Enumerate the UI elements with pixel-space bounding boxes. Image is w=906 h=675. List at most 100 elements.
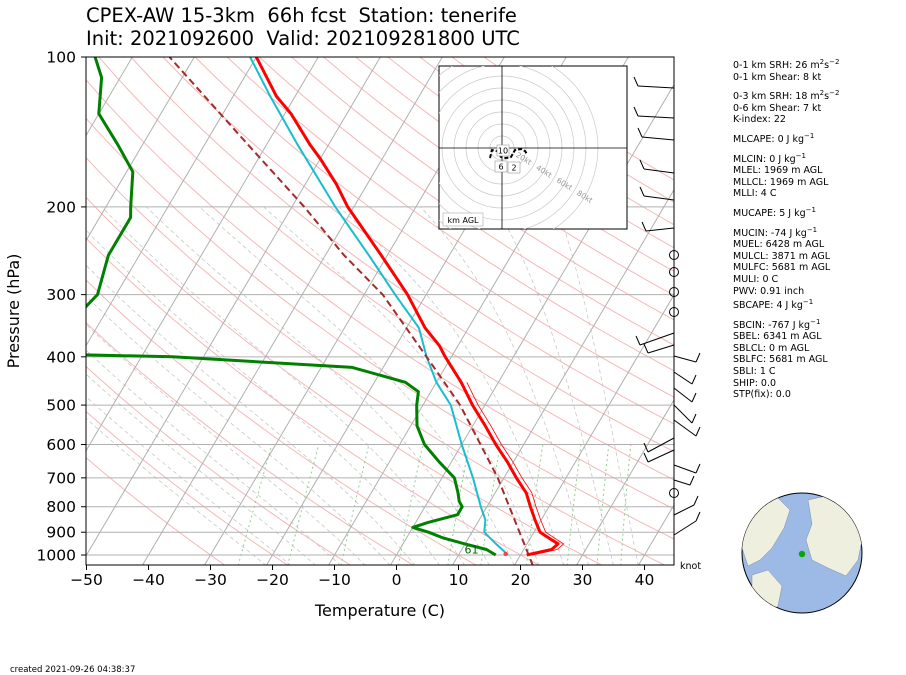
wind-barb-flag [691,413,697,424]
wind-barb [673,355,697,363]
wind-barb [673,404,693,424]
wind-barb [673,504,695,516]
param-sup1: −1 [802,298,814,307]
param-sup1: −1 [805,205,816,214]
x-tick-label: −30 [194,571,227,589]
param-lead: 0-3 km SRH: 18 m [733,91,820,103]
wind-barb-flag [643,343,649,354]
mixing-ratio-line [620,444,632,565]
param-line: MLCAPE: 0 J kg−1 [733,131,839,146]
dry-adiabat-line [86,456,226,565]
param-line: SBLI: 1 C [733,366,839,378]
dry-adiabat-line [86,117,674,540]
isotherm-line [452,188,674,565]
wind-barb-flag [633,106,639,117]
y-tick-label: 200 [46,198,76,216]
param-line: MUEL: 6428 m AGL [733,239,839,251]
dewpoint-line [86,57,497,557]
moist-adiabat-line [338,206,565,565]
y-tick-label: 1000 [37,547,76,565]
param-line: SHIP: 0.0 [733,378,839,390]
param-text: MULFC: 5681 m AGL [733,262,831,274]
wind-barb-flag [691,392,697,403]
param-line: 0-1 km Shear: 8 kt [733,72,839,84]
hodograph-height-label: 10 [498,147,508,156]
y-tick-label: 900 [46,524,76,542]
mixing-ratio-line [397,444,424,565]
param-line: MULCL: 3871 m AGL [733,251,839,263]
wind-barb-flag [691,374,697,385]
param-text: MULI: 0 C [733,273,779,285]
param-lead: MLCAPE: 0 J kg [733,133,804,145]
x-tick-label: −20 [256,571,289,589]
wind-barb [647,437,675,453]
param-line: PWV: 0.91 inch [733,286,839,298]
param-line: SBLCL: 0 m AGL [733,343,839,355]
chart-subtitle: Init: 2021092600 Valid: 202109281800 UTC [86,27,520,50]
wind-barb [673,520,697,536]
isotherm-line [142,57,443,565]
moist-adiabat-line [495,206,614,565]
mixing-ratio-line [237,444,273,565]
isotherm-line [514,293,674,565]
param-line: STP(fix): 0.0 [733,389,839,401]
hodograph-legend-box [442,212,484,227]
param-lead: SBCAPE: 4 J kg [733,300,803,312]
param-mid: s [824,60,830,71]
param-line: MULI: 0 C [733,274,839,286]
wind-barb [645,227,675,232]
param-text: MLLCL: 1969 m AGL [733,176,829,188]
x-tick-label: −50 [70,571,103,589]
param-line: SBCAPE: 4 J kg−1 [733,297,839,312]
hodograph-legend: km AGL [448,216,480,225]
x-tick-label: −40 [132,571,165,589]
param-sup1: 2 [819,58,825,66]
param-line: MUCAPE: 5 J kg−1 [733,205,839,220]
param-sup1: −1 [795,151,806,160]
chart-title: CPEX-AW 15-3km 66h fcst Station: tenerif… [86,4,517,27]
param-text: MUEL: 6428 m AGL [733,239,825,251]
wind-barb [673,387,693,403]
moist-adiabat-line [86,229,440,565]
param-text: MLEL: 1969 m AGL [733,165,823,177]
param-sup2: −2 [829,58,840,66]
isotherm-line [390,83,674,565]
wind-barb-flag [635,335,641,346]
param-sup1: −1 [804,131,815,140]
y-tick-label: 800 [46,498,76,516]
hodograph-frame [438,65,628,230]
hodograph-height-label: 2 [511,164,516,173]
param-text: SHIP: 0.0 [733,377,777,389]
wind-barb [673,464,697,474]
isotherm-line [86,57,257,347]
mixing-ratio-line [525,444,544,565]
moist-adiabat-line [86,396,292,565]
moist-adiabat-line [101,206,465,565]
moist-adiabat-line [199,206,515,565]
wind-barb [637,115,675,119]
param-text: SBLCL: 0 m AGL [733,342,810,354]
wind-barb [637,85,675,89]
param-sup1: −1 [810,317,821,326]
param-line: MLLCL: 1969 m AGL [733,177,839,189]
wind-barb-flag [639,159,645,170]
dry-adiabat-line [226,57,674,372]
wind-barb-flag [639,186,645,197]
param-sup1: 2 [819,89,825,98]
wind-barb [641,136,675,141]
param-text: 0-6 km Shear: 7 kt [733,102,822,114]
wind-barb-flag [693,495,699,506]
dry-adiabat-line [291,57,674,321]
param-text: SBLFC: 5681 m AGL [733,354,828,366]
hodograph-height-label: 6 [498,163,503,172]
x-axis-label: Temperature (C) [314,601,445,620]
hodograph-height-box [494,160,508,173]
dry-adiabat-line [162,57,674,425]
cape-annotation: 61 [465,543,479,556]
wind-barb [647,344,675,354]
param-mid: s [824,91,830,103]
param-lead: SBCIN: -767 J kg [733,319,811,331]
y-tick-label: 100 [46,49,76,67]
mixing-ratio-line [447,444,470,565]
